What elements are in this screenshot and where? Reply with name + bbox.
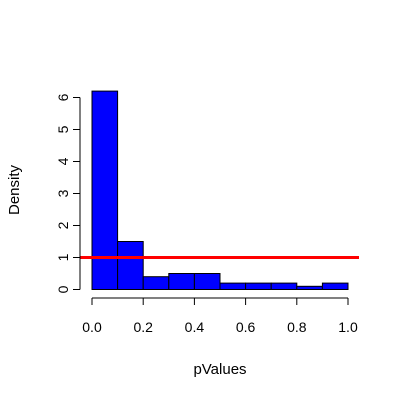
histogram-bar-4 xyxy=(193,273,221,290)
histogram-bar-7 xyxy=(270,282,298,291)
x-axis: 0.0 0.2 0.4 0.6 0.8 1.0 xyxy=(82,297,358,335)
y-tick-label-3: 3 xyxy=(55,189,71,197)
y-axis: 0 1 2 3 4 5 6 xyxy=(55,93,81,293)
x-tick-label-5: 1.0 xyxy=(338,319,358,335)
histogram-bar-3 xyxy=(168,273,195,290)
x-tick-label-2: 0.4 xyxy=(185,319,205,335)
histogram-bar-5 xyxy=(219,282,247,291)
x-tick-label-4: 0.8 xyxy=(287,319,307,335)
x-tick-label-1: 0.2 xyxy=(133,319,153,335)
x-tick-label-0: 0.0 xyxy=(82,319,102,335)
y-tick-label-2: 2 xyxy=(55,221,71,229)
y-axis-label: Density xyxy=(6,164,23,215)
histogram-bar-0 xyxy=(91,90,119,290)
histogram-bar-2 xyxy=(142,276,170,291)
histogram-bar-6 xyxy=(245,282,272,291)
y-tick-label-4: 4 xyxy=(55,157,71,165)
y-tick-label-1: 1 xyxy=(55,253,71,261)
x-tick-label-3: 0.6 xyxy=(236,319,256,335)
y-tick-label-5: 5 xyxy=(55,125,71,133)
histogram-bar-1 xyxy=(117,241,144,290)
y-tick-label-6: 6 xyxy=(55,93,71,101)
histogram-bar-9 xyxy=(321,282,349,291)
y-tick-label-0: 0 xyxy=(55,285,71,293)
histogram-bar-8 xyxy=(296,285,323,290)
bars-group xyxy=(91,90,349,291)
x-axis-label: pValues xyxy=(193,361,246,378)
